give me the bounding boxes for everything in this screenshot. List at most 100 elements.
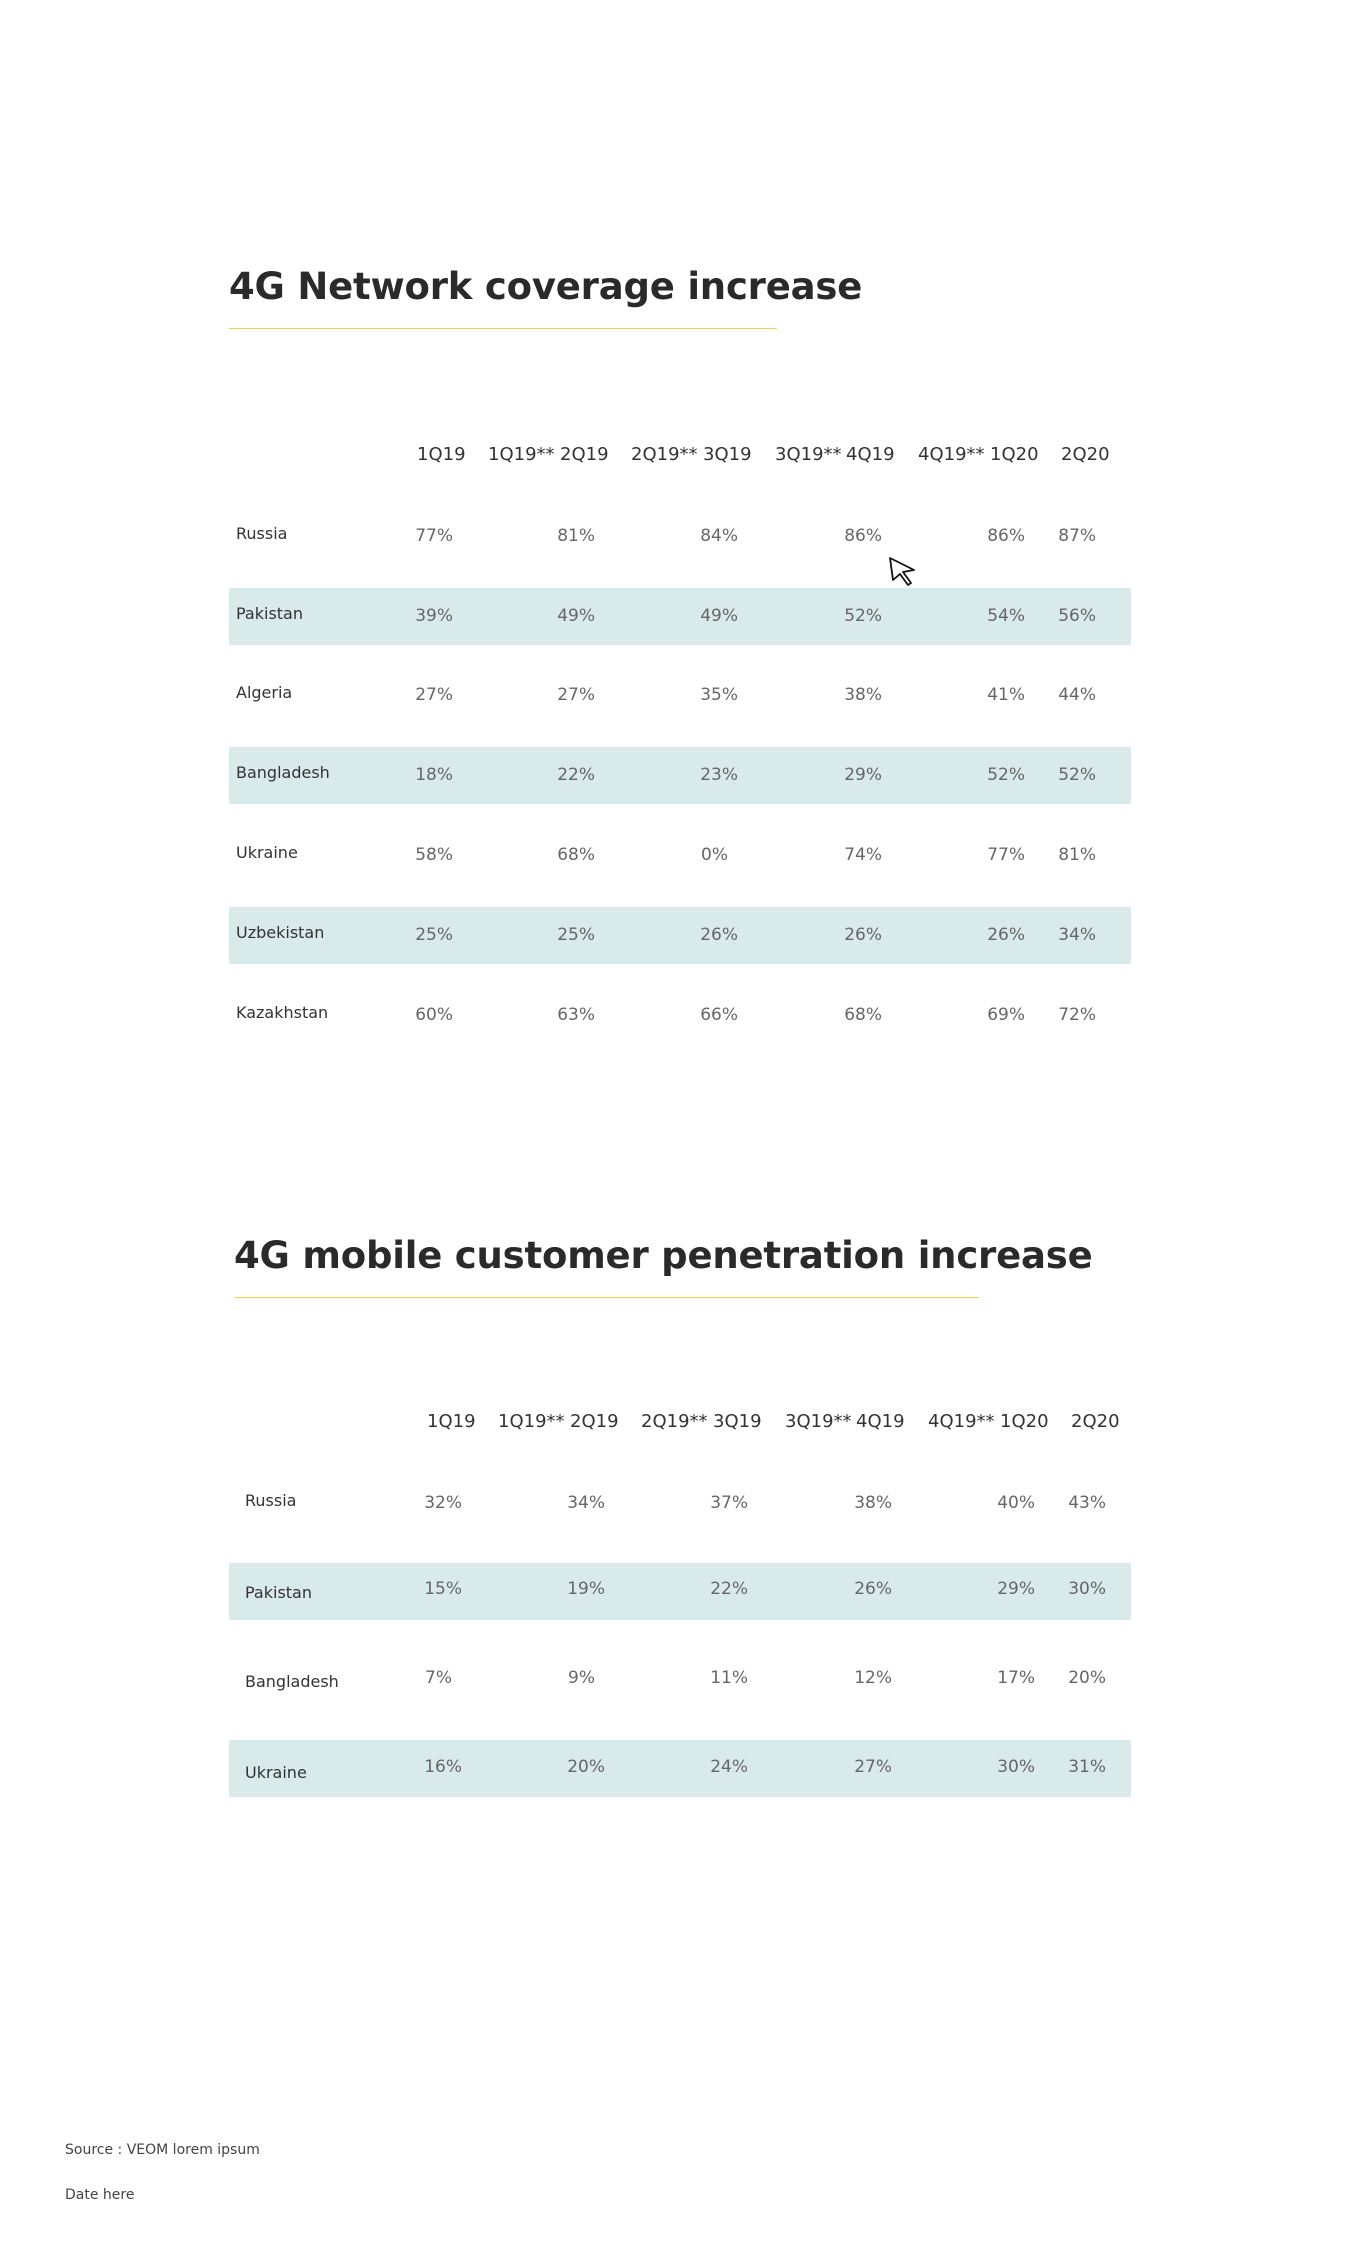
table-cell: 32% [424,1493,462,1513]
table-cell: 77% [415,526,453,546]
table-cell: 12% [854,1668,892,1688]
date-note: Date here [65,2187,135,2203]
column-header: 2Q19 [570,1411,619,1432]
table-cell: 87% [1058,526,1096,546]
table-cell: 49% [557,606,595,626]
table-cell: 9% [568,1668,595,1688]
table-cell: 34% [567,1493,605,1513]
table-cell: 44% [1058,685,1096,705]
table-header: 1Q19 1Q19** 2Q19 2Q19** 3Q19 3Q19** 4Q19… [229,444,1131,468]
table-cell: 74% [844,845,882,865]
table-cell: 86% [987,526,1025,546]
table-cell: 16% [424,1757,462,1777]
section2-title: 4G mobile customer penetration increase [234,1234,1093,1277]
table-cell: 22% [710,1579,748,1599]
table-cell: 22% [557,765,595,785]
table-cell: 77% [987,845,1025,865]
column-header: 1Q19** [498,1411,565,1432]
table-cell: 72% [1058,1005,1096,1025]
table-cell: 34% [1058,925,1096,945]
column-header: 2Q20 [1071,1411,1120,1432]
table-cell: 25% [415,925,453,945]
column-header: 4Q19 [846,444,895,465]
column-header: 3Q19** [785,1411,852,1432]
table-cell: 27% [557,685,595,705]
customer-penetration-table: 1Q19 1Q19** 2Q19 2Q19** 3Q19 3Q19** 4Q19… [229,1411,1131,1801]
table-cell: 31% [1068,1757,1106,1777]
table-row: Bangladesh 7% 9% 11% 12% 17% 20% [229,1651,1131,1708]
row-label: Bangladesh [236,763,330,782]
table-cell: 24% [710,1757,748,1777]
row-label: Pakistan [245,1583,312,1602]
table-cell: 23% [700,765,738,785]
table-row: Kazakhstan 60% 63% 66% 68% 69% 72% [229,987,1131,1044]
table-row: Uzbekistan 25% 25% 26% 26% 26% 34% [229,907,1131,964]
row-label: Russia [245,1491,297,1510]
table-cell: 68% [844,1005,882,1025]
table-cell: 26% [844,925,882,945]
table-row: Bangladesh 18% 22% 23% 29% 52% 52% [229,747,1131,804]
table-row: Algeria 27% 27% 35% 38% 41% 44% [229,667,1131,724]
row-label: Ukraine [236,843,298,862]
table-row: Pakistan 15% 19% 22% 26% 29% 30% [229,1563,1131,1620]
row-label: Russia [236,524,288,543]
table-cell: 63% [557,1005,595,1025]
table-cell: 38% [854,1493,892,1513]
column-header: 3Q19 [713,1411,762,1432]
column-header: 2Q19** [641,1411,708,1432]
column-header: 4Q19 [856,1411,905,1432]
table-cell: 29% [844,765,882,785]
table-cell: 20% [567,1757,605,1777]
network-coverage-table: 1Q19 1Q19** 2Q19 2Q19** 3Q19 3Q19** 4Q19… [229,444,1131,1044]
table-header: 1Q19 1Q19** 2Q19 2Q19** 3Q19 3Q19** 4Q19… [229,1411,1131,1435]
section1-title-underline [229,328,777,329]
column-header: 1Q19** [488,444,555,465]
mouse-pointer-icon [889,557,915,586]
table-cell: 39% [415,606,453,626]
table-row: Ukraine 16% 20% 24% 27% 30% 31% [229,1740,1131,1797]
column-header: 1Q20 [990,444,1039,465]
row-label: Algeria [236,683,293,702]
table-cell: 0% [701,845,728,865]
table-cell: 29% [997,1579,1035,1599]
row-label: Kazakhstan [236,1003,329,1022]
table-cell: 52% [987,765,1025,785]
table-row: Ukraine 58% 68% 0% 74% 77% 81% [229,827,1131,884]
table-cell: 17% [997,1668,1035,1688]
column-header: 4Q19** [918,444,985,465]
table-cell: 37% [710,1493,748,1513]
table-cell: 56% [1058,606,1096,626]
row-label: Uzbekistan [236,923,325,942]
table-cell: 25% [557,925,595,945]
table-cell: 26% [987,925,1025,945]
section2-title-underline [234,1297,979,1298]
table-row: Russia 77% 81% 84% 86% 86% 87% [229,508,1131,565]
column-header: 1Q19 [417,444,466,465]
table-cell: 26% [700,925,738,945]
table-cell: 35% [700,685,738,705]
table-cell: 11% [710,1668,748,1688]
table-cell: 52% [1058,765,1096,785]
table-cell: 58% [415,845,453,865]
table-cell: 84% [700,526,738,546]
column-header: 1Q19 [427,1411,476,1432]
table-cell: 18% [415,765,453,785]
column-header: 2Q20 [1061,444,1110,465]
table-cell: 30% [997,1757,1035,1777]
table-cell: 41% [987,685,1025,705]
row-label: Bangladesh [245,1672,339,1691]
table-cell: 26% [854,1579,892,1599]
table-cell: 7% [425,1668,452,1688]
table-cell: 15% [424,1579,462,1599]
table-cell: 30% [1068,1579,1106,1599]
table-cell: 19% [567,1579,605,1599]
source-note: Source : VEOM lorem ipsum [65,2142,260,2158]
table-row: Pakistan 39% 49% 49% 52% 54% 56% [229,588,1131,645]
table-cell: 54% [987,606,1025,626]
table-cell: 38% [844,685,882,705]
table-cell: 27% [415,685,453,705]
column-header: 1Q20 [1000,1411,1049,1432]
table-cell: 81% [557,526,595,546]
table-cell: 68% [557,845,595,865]
section1-title: 4G Network coverage increase [229,265,863,308]
